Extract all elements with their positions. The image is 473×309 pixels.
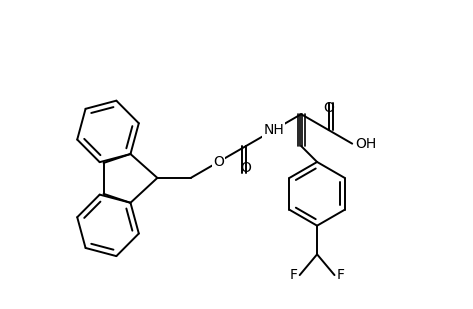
Text: F: F xyxy=(336,268,344,282)
Text: O: O xyxy=(213,155,224,169)
Text: O: O xyxy=(241,161,252,175)
Text: F: F xyxy=(289,268,298,282)
Text: O: O xyxy=(324,101,334,115)
Text: NH: NH xyxy=(263,123,284,137)
Text: OH: OH xyxy=(355,137,377,151)
